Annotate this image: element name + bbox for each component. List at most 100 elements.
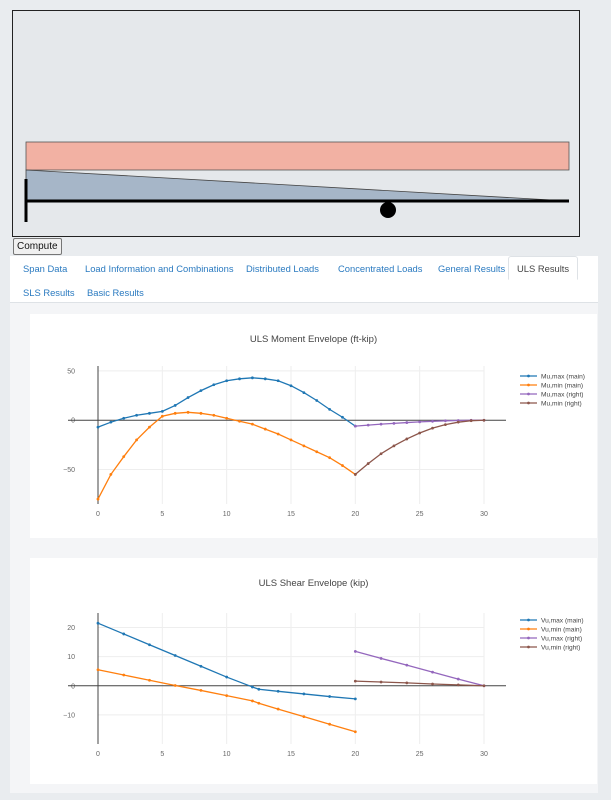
data-point bbox=[418, 420, 422, 424]
x-tick-label: 10 bbox=[223, 511, 231, 518]
chart-title: ULS Moment Envelope (ft-kip) bbox=[249, 334, 378, 345]
data-point bbox=[444, 419, 447, 423]
results-tabs: Span Data Load Information and Combinati… bbox=[10, 256, 598, 303]
data-point bbox=[96, 668, 100, 672]
data-point bbox=[405, 681, 409, 685]
data-point bbox=[148, 411, 151, 415]
data-point bbox=[160, 409, 164, 413]
data-point bbox=[225, 694, 229, 698]
tab-general-results[interactable]: General Results bbox=[438, 263, 506, 274]
data-point bbox=[302, 692, 306, 696]
x-tick-label: 10 bbox=[223, 751, 231, 758]
x-tick-label: 20 bbox=[351, 511, 359, 518]
data-point bbox=[109, 473, 113, 476]
distributed-load-block bbox=[25, 141, 570, 171]
tab-sls-results[interactable]: SLS Results bbox=[23, 287, 75, 298]
data-point bbox=[379, 452, 383, 456]
legend-marker bbox=[527, 383, 530, 387]
data-point bbox=[456, 677, 460, 681]
moment-plot: 0 5 10 15 20 25 30 50 0 −50 Mu,max (main) Mu,min (m… bbox=[63, 366, 585, 518]
data-point bbox=[276, 379, 280, 383]
chart-title: ULS Shear Envelope (kip) bbox=[258, 578, 369, 589]
data-point bbox=[186, 396, 190, 399]
series-line-1 bbox=[97, 669, 356, 733]
data-point bbox=[302, 391, 306, 395]
tab-span-data[interactable]: Span Data bbox=[23, 263, 68, 274]
compute-button[interactable]: Compute bbox=[13, 238, 62, 255]
data-point bbox=[257, 687, 261, 691]
beam-diagram bbox=[24, 141, 570, 222]
tab-uls-results[interactable]: ULS Results bbox=[508, 256, 579, 280]
data-point bbox=[199, 389, 203, 393]
data-point bbox=[96, 497, 100, 501]
data-point bbox=[276, 432, 280, 436]
data-point bbox=[328, 695, 331, 698]
data-point bbox=[392, 444, 396, 448]
data-point bbox=[96, 621, 100, 625]
data-point bbox=[199, 411, 203, 415]
y-tick-label: 0 bbox=[71, 683, 75, 690]
legend-entry: Mu,max (right) bbox=[541, 391, 584, 398]
tab-basic-results[interactable]: Basic Results bbox=[87, 287, 144, 298]
tab-concentrated-loads[interactable]: Concentrated Loads bbox=[338, 263, 423, 274]
legend-entry: Vu,min (main) bbox=[541, 626, 582, 633]
data-point bbox=[135, 438, 138, 442]
data-point bbox=[456, 420, 460, 424]
shear-envelope-chart: ULS Shear Envelope (kip) 0 5 10 15 20 25 30 20 1… bbox=[30, 558, 597, 784]
moment-envelope-chart: ULS Moment Envelope (ft-kip) 0 5 10 15 20 25 3… bbox=[30, 314, 597, 538]
data-point bbox=[456, 683, 460, 687]
x-tick-label: 30 bbox=[480, 511, 488, 518]
x-tick-label: 30 bbox=[480, 751, 488, 758]
y-tick-label: 0 bbox=[71, 418, 75, 425]
data-point bbox=[379, 657, 383, 660]
data-point bbox=[238, 377, 241, 381]
x-tick-label: 0 bbox=[96, 751, 100, 758]
data-point bbox=[225, 416, 229, 420]
legend-marker bbox=[527, 645, 530, 649]
legend-marker bbox=[527, 401, 530, 405]
data-point bbox=[431, 426, 434, 430]
data-point bbox=[251, 422, 254, 426]
data-point bbox=[353, 730, 357, 734]
data-point bbox=[122, 673, 126, 677]
data-point bbox=[328, 407, 331, 411]
data-point bbox=[199, 689, 203, 692]
data-point bbox=[257, 701, 261, 705]
data-point bbox=[263, 377, 267, 381]
data-point bbox=[315, 399, 319, 402]
legend-entry: Vu,max (right) bbox=[541, 635, 582, 642]
tab-load-information[interactable]: Load Information and Combinations bbox=[85, 263, 234, 274]
data-point bbox=[328, 722, 331, 726]
data-point bbox=[431, 682, 434, 686]
data-point bbox=[431, 419, 434, 423]
data-point bbox=[251, 376, 254, 380]
x-tick-label: 15 bbox=[287, 511, 295, 518]
legend-entry: Mu,min (main) bbox=[541, 382, 583, 389]
legend-marker bbox=[527, 627, 530, 631]
data-point bbox=[122, 416, 126, 420]
data-point bbox=[186, 410, 190, 414]
legend-marker bbox=[527, 392, 530, 396]
series-line-0 bbox=[97, 622, 356, 700]
data-point bbox=[109, 420, 113, 424]
data-point bbox=[302, 444, 306, 448]
data-point bbox=[353, 679, 357, 683]
data-point bbox=[173, 404, 177, 407]
data-point bbox=[173, 684, 177, 687]
data-point bbox=[148, 643, 151, 647]
x-tick-label: 0 bbox=[96, 511, 100, 518]
x-tick-label: 5 bbox=[160, 751, 164, 758]
legend-marker bbox=[527, 374, 530, 378]
tab-distributed-loads[interactable]: Distributed Loads bbox=[246, 263, 319, 274]
triangular-load bbox=[25, 169, 570, 202]
data-point bbox=[366, 423, 370, 427]
data-point bbox=[276, 707, 280, 711]
data-point bbox=[469, 419, 473, 423]
y-tick-label: −50 bbox=[63, 467, 75, 474]
data-point bbox=[160, 414, 164, 418]
data-point bbox=[251, 699, 254, 703]
data-point bbox=[96, 425, 100, 429]
x-tick-label: 25 bbox=[416, 511, 424, 518]
data-point bbox=[392, 421, 396, 425]
data-point bbox=[379, 680, 383, 684]
